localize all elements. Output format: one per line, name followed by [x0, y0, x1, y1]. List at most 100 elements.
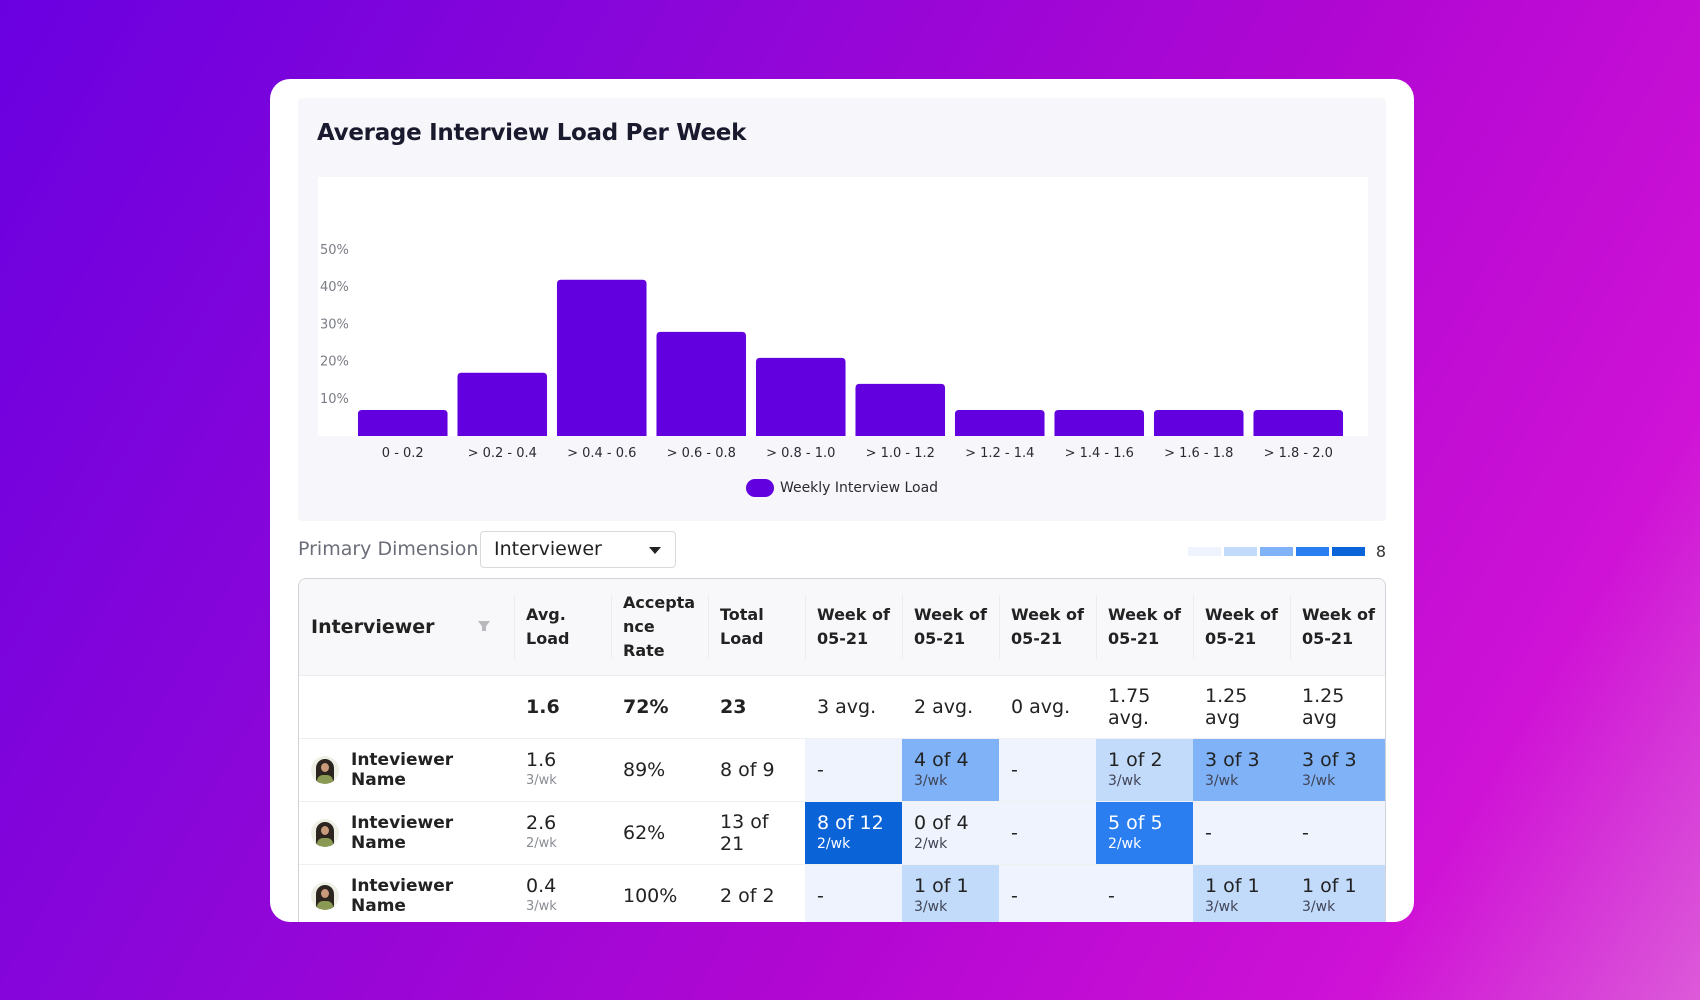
week-value: -	[1011, 884, 1018, 907]
scale-swatch	[1223, 547, 1257, 556]
x-tick-label: > 1.4 - 1.6	[1065, 446, 1134, 461]
caret-down-icon	[649, 547, 661, 554]
total-load-cell: 2 of 2	[720, 884, 775, 907]
week-value: 5 of 5	[1108, 811, 1163, 834]
scale-swatch	[1331, 547, 1365, 556]
avg-load-rate: 2/wk	[526, 835, 557, 851]
table-row[interactable]: Inteviewer Name 2.6 2/wk 62% 13 of 21 8 of 12…	[299, 801, 1385, 864]
week-cell[interactable]: 1 of 1 3/wk	[1290, 864, 1385, 922]
week-value: -	[1302, 821, 1309, 844]
table-row[interactable]: Inteviewer Name 1.6 3/wk 89% 8 of 9 -4 of 4 3/…	[299, 738, 1385, 801]
total-load-cell: 8 of 9	[720, 758, 775, 781]
bar[interactable]	[656, 331, 747, 436]
bar[interactable]	[556, 279, 647, 436]
scale-swatch	[1187, 547, 1221, 556]
header-interviewer[interactable]: Interviewer	[299, 579, 514, 675]
primary-dimension-value: Interviewer	[494, 538, 602, 560]
week-cell[interactable]: 8 of 12 2/wk	[805, 801, 902, 864]
bar[interactable]	[1253, 409, 1344, 436]
week-cell[interactable]: 1 of 2 3/wk	[1096, 738, 1193, 801]
interviewer-name[interactable]: Inteviewer Name	[351, 875, 454, 916]
legend-swatch	[745, 479, 774, 497]
summary-total-load: 23	[720, 695, 747, 718]
week-rate: 2/wk	[1108, 835, 1142, 852]
week-cell[interactable]: 1 of 1 3/wk	[1193, 864, 1290, 922]
legend-label: Weekly Interview Load	[779, 480, 939, 496]
week-cell[interactable]: -	[805, 864, 902, 922]
x-tick-label: > 0.6 - 0.8	[667, 446, 736, 461]
table-header-row: Interviewer Avg. Load Accepta nce Rate T…	[299, 579, 1385, 675]
bar[interactable]	[855, 383, 946, 436]
week-cell[interactable]: 3 of 3 3/wk	[1290, 738, 1385, 801]
week-cell[interactable]: 5 of 5 2/wk	[1096, 801, 1193, 864]
avg-load-cell: 1.6 3/wk	[514, 738, 611, 801]
acceptance-rate-cell: 62%	[623, 821, 666, 844]
x-tick-label: > 1.8 - 2.0	[1264, 446, 1333, 461]
avatar	[311, 755, 339, 784]
interviewer-name[interactable]: Inteviewer Name	[351, 749, 454, 790]
interviewer-name[interactable]: Inteviewer Name	[351, 812, 454, 853]
header-week[interactable]: Week of 05-21	[1193, 579, 1290, 675]
week-rate: 3/wk	[914, 898, 948, 915]
header-week[interactable]: Week of 05-21	[805, 579, 902, 675]
bar[interactable]	[954, 409, 1045, 436]
summary-week: 2 avg.	[914, 695, 974, 718]
week-rate: 3/wk	[914, 772, 948, 789]
week-rate: 2/wk	[817, 835, 851, 852]
week-value: 3 of 3	[1205, 748, 1260, 771]
summary-row: 1.6 72% 23 3 avg. 2 avg. 0 avg. 1.75 avg…	[299, 675, 1385, 738]
header-total-load[interactable]: Total Load	[708, 579, 805, 675]
interviewer-cell[interactable]: Inteviewer Name	[299, 801, 514, 864]
week-rate: 3/wk	[1108, 772, 1142, 789]
week-cell[interactable]: -	[1096, 864, 1193, 922]
header-avg-load[interactable]: Avg. Load	[514, 579, 611, 675]
week-cell[interactable]: -	[999, 738, 1096, 801]
y-tick-label: 20%	[320, 355, 349, 370]
week-cell[interactable]: -	[999, 864, 1096, 922]
bar[interactable]	[1054, 409, 1145, 436]
summary-empty	[299, 675, 514, 738]
week-rate: 2/wk	[914, 835, 948, 852]
primary-dimension-select[interactable]: Interviewer	[480, 531, 676, 568]
bar[interactable]	[1153, 409, 1244, 436]
acceptance-rate-cell: 89%	[623, 758, 666, 781]
header-week[interactable]: Week of 05-21	[902, 579, 999, 675]
header-acceptance-rate[interactable]: Accepta nce Rate	[611, 579, 708, 675]
y-tick-label: 30%	[320, 317, 349, 332]
summary-week: 1.25 avg	[1205, 684, 1248, 729]
bar[interactable]	[755, 357, 846, 436]
table-controls: Primary Dimension Interviewer 8	[298, 531, 1386, 569]
header-week[interactable]: Week of 05-21	[1096, 579, 1193, 675]
header-week[interactable]: Week of 05-21	[1290, 579, 1385, 675]
week-value: 8 of 12	[817, 811, 884, 834]
week-value: -	[817, 884, 824, 907]
primary-dimension-label: Primary Dimension	[298, 538, 479, 560]
week-cell[interactable]: 4 of 4 3/wk	[902, 738, 999, 801]
week-rate: 3/wk	[1302, 772, 1336, 789]
filter-icon[interactable]	[478, 621, 490, 631]
bar[interactable]	[457, 372, 548, 436]
week-cell[interactable]: -	[1193, 801, 1290, 864]
y-tick-label: 50%	[320, 243, 349, 258]
x-tick-label: 0 - 0.2	[382, 446, 424, 461]
report-card: Average Interview Load Per Week 10% 20% 30…	[270, 79, 1414, 922]
week-value: -	[1108, 884, 1115, 907]
week-cell[interactable]: 0 of 4 2/wk	[902, 801, 999, 864]
week-cell[interactable]: 1 of 1 3/wk	[902, 864, 999, 922]
week-value: 1 of 2	[1108, 748, 1163, 771]
summary-week: 3 avg.	[817, 695, 877, 718]
week-cell[interactable]: 3 of 3 3/wk	[1193, 738, 1290, 801]
interviewer-cell[interactable]: Inteviewer Name	[299, 738, 514, 801]
bar[interactable]	[357, 409, 448, 436]
x-tick-label: > 0.4 - 0.6	[567, 446, 636, 461]
week-value: -	[1011, 821, 1018, 844]
header-week[interactable]: Week of 05-21	[999, 579, 1096, 675]
interviewer-table: Interviewer Avg. Load Accepta nce Rate T…	[298, 578, 1386, 922]
acceptance-rate-cell: 100%	[623, 884, 678, 907]
week-cell[interactable]: -	[805, 738, 902, 801]
interviewer-cell[interactable]: Inteviewer Name	[299, 864, 514, 922]
bar-chart: 10% 20% 30% 40% 50% 0 - 0.2 > 0.2 - 0.4 > 0.4 -…	[320, 243, 1344, 461]
week-cell[interactable]: -	[1290, 801, 1385, 864]
week-cell[interactable]: -	[999, 801, 1096, 864]
